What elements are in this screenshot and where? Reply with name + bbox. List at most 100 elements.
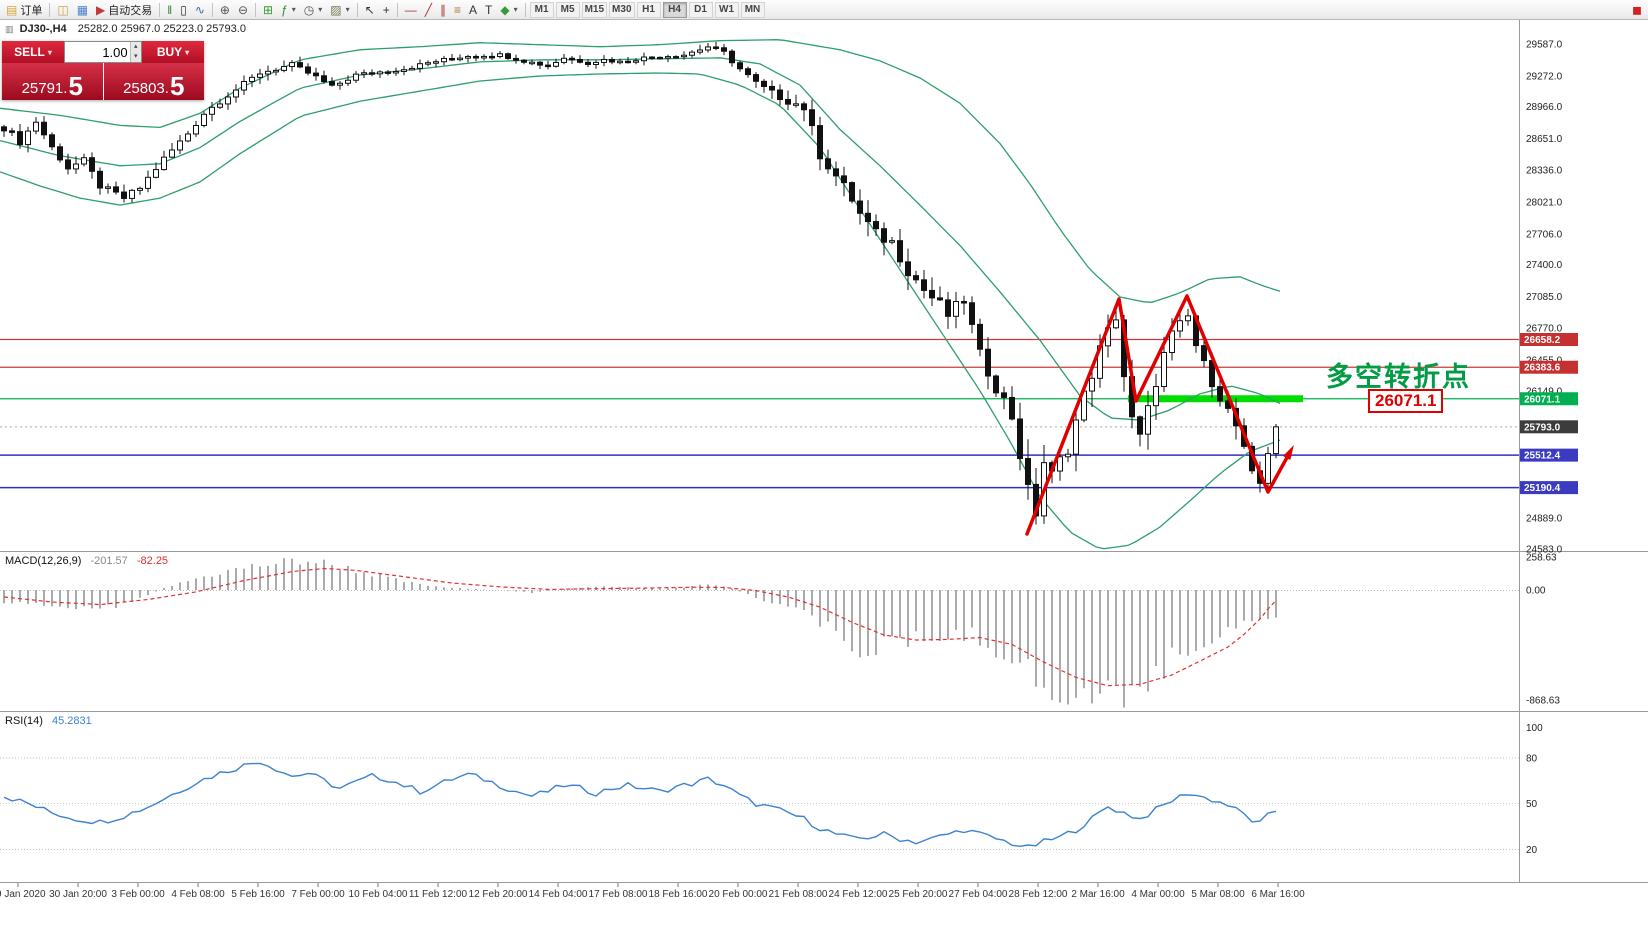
chevron-down-icon[interactable]: ▾ [345, 5, 350, 14]
svg-text:30 Jan 20:00: 30 Jan 20:00 [49, 889, 107, 900]
zoom-in-icon[interactable]: ⊕ [216, 1, 234, 18]
line-chart-icon-glyph: ∿ [194, 2, 205, 17]
svg-text:27706.0: 27706.0 [1526, 229, 1563, 240]
trendline-icon[interactable]: ╱ [421, 1, 436, 18]
timeframe-m30-button[interactable]: M30 [609, 1, 635, 18]
timeframe-mn-button[interactable]: MN [740, 1, 765, 18]
toolbar-separator [255, 2, 257, 17]
zoom-out-icon-glyph: ⊖ [237, 2, 249, 17]
timeframe-m1-button[interactable]: M1 [529, 1, 554, 18]
zoom-in-icon-glyph: ⊕ [219, 2, 230, 17]
chevron-down-icon[interactable]: ▾ [513, 5, 518, 14]
line-chart-icon[interactable]: ∿ [191, 1, 209, 18]
sell-price-pip: 5 [68, 70, 83, 101]
macd-signal-value: -82.25 [136, 555, 169, 567]
autotrading-button-glyph: ▶ [96, 2, 106, 17]
toolbar-separator [396, 2, 398, 17]
timeframe-h1-button[interactable]: H1 [636, 1, 661, 18]
svg-text:6 Mar 16:00: 6 Mar 16:00 [1251, 889, 1305, 900]
shapes-button-glyph: ◆ [500, 2, 510, 17]
templates-button[interactable]: ▨ ▾ [326, 1, 353, 18]
svg-text:20 Feb 00:00: 20 Feb 00:00 [709, 889, 768, 900]
toolbar-separator [356, 2, 358, 17]
svg-text:27 Feb 04:00: 27 Feb 04:00 [949, 889, 1008, 900]
timeframe-d1-button[interactable]: D1 [688, 1, 713, 18]
cursor-icon[interactable]: ↖ [361, 1, 379, 18]
horizontal-line-icon[interactable]: ― [401, 1, 421, 18]
sell-options-chevron-icon[interactable]: ▾ [47, 47, 52, 57]
sell-button-label: SELL [14, 45, 45, 59]
channel-icon[interactable]: ∥ [436, 1, 450, 18]
timeframe-m5-button[interactable]: M5 [555, 1, 580, 18]
svg-text:24889.0: 24889.0 [1526, 514, 1563, 525]
svg-text:26149.0: 26149.0 [1526, 386, 1563, 397]
new-order-button[interactable]: ▤ 订单 [2, 1, 46, 18]
svg-text:17 Feb 08:00: 17 Feb 08:00 [589, 889, 648, 900]
svg-text:25 Feb 20:00: 25 Feb 20:00 [889, 889, 948, 900]
horizontal-line-icon-glyph: ― [404, 2, 417, 17]
channel-icon-glyph: ∥ [439, 2, 446, 17]
svg-text:24 Feb 12:00: 24 Feb 12:00 [829, 889, 888, 900]
label-icon-glyph: T [485, 2, 493, 17]
svg-text:18 Feb 16:00: 18 Feb 16:00 [649, 889, 708, 900]
tile-windows-icon[interactable]: ⊞ [259, 1, 277, 18]
volume-field: ▴ ▾ [64, 41, 142, 63]
timeframe-h4-button[interactable]: H4 [662, 1, 687, 18]
svg-text:3 Feb 00:00: 3 Feb 00:00 [111, 889, 165, 900]
periods-button[interactable]: ◷ ▾ [300, 1, 327, 18]
autotrading-button[interactable]: ▶ 自动交易 [92, 1, 156, 18]
toolbar-separator [159, 2, 161, 17]
svg-text:25190.4: 25190.4 [1524, 483, 1561, 494]
zoom-out-icon[interactable]: ⊖ [234, 1, 252, 18]
svg-text:20: 20 [1526, 845, 1538, 856]
volume-up-icon[interactable]: ▴ [134, 43, 138, 51]
chart-title: ▥ DJ30-,H4 25282.0 25967.0 25223.0 25793… [5, 23, 246, 35]
buy-price-button[interactable]: 25803. 5 [103, 63, 204, 100]
fibonacci-icon[interactable]: ≡ [450, 1, 465, 18]
new-order-button-glyph: ▤ [6, 2, 18, 17]
buy-options-chevron-icon[interactable]: ▾ [185, 47, 190, 57]
buy-button[interactable]: BUY ▾ [142, 41, 204, 63]
timeframe-m15-button[interactable]: M15 [581, 1, 608, 18]
sell-price: 25791. [21, 80, 68, 97]
svg-text:26071.1: 26071.1 [1524, 394, 1561, 405]
buy-button-label: BUY [156, 45, 183, 59]
bar-chart-icon[interactable]: ‖ [163, 1, 176, 18]
sell-button[interactable]: SELL ▾ [2, 41, 64, 63]
chevron-down-icon[interactable]: ▾ [291, 5, 296, 14]
chart-window-icon[interactable]: ◫ [53, 1, 72, 18]
timeframe-w1-button[interactable]: W1 [714, 1, 739, 18]
volume-stepper[interactable]: ▴ ▾ [129, 42, 141, 62]
turning-point-annotation[interactable]: 多空转折点 [1326, 362, 1471, 392]
svg-text:25512.4: 25512.4 [1524, 451, 1561, 462]
autotrading-button-label: 自动交易 [108, 4, 153, 17]
label-icon[interactable]: T [481, 1, 496, 18]
turning-point-price-label[interactable]: 26071.1 [1368, 389, 1444, 413]
svg-text:28 Feb 12:00: 28 Feb 12:00 [1009, 889, 1068, 900]
profile-icon[interactable]: ▦ [73, 1, 92, 18]
svg-text:80: 80 [1526, 753, 1538, 764]
sell-price-button[interactable]: 25791. 5 [2, 63, 103, 100]
crosshair-icon[interactable]: + [379, 1, 394, 18]
svg-text:28651.0: 28651.0 [1526, 134, 1563, 145]
macd-indicator-label: MACD(12,26,9) -201.57 -82.25 [5, 555, 168, 567]
buy-price: 25803. [123, 80, 169, 97]
svg-text:28021.0: 28021.0 [1526, 198, 1563, 209]
chevron-down-icon[interactable]: ▾ [318, 5, 323, 14]
shapes-button[interactable]: ◆ ▾ [496, 1, 521, 18]
new-order-button-label: 订单 [20, 4, 43, 17]
indicators-button-glyph: ƒ [281, 2, 288, 17]
svg-text:28966.0: 28966.0 [1526, 102, 1563, 113]
svg-text:27085.0: 27085.0 [1526, 292, 1563, 303]
indicators-button[interactable]: ƒ ▾ [277, 1, 300, 18]
crosshair-icon-glyph: + [382, 2, 390, 17]
text-icon-glyph: A [468, 2, 477, 17]
text-icon[interactable]: A [465, 1, 481, 18]
candlestick-chart-icon[interactable]: ▯ [176, 1, 191, 18]
chart-type-icon: ▥ [5, 24, 14, 34]
volume-down-icon[interactable]: ▾ [134, 53, 138, 60]
trendline-icon-glyph: ╱ [424, 2, 432, 17]
volume-input[interactable] [65, 42, 130, 62]
